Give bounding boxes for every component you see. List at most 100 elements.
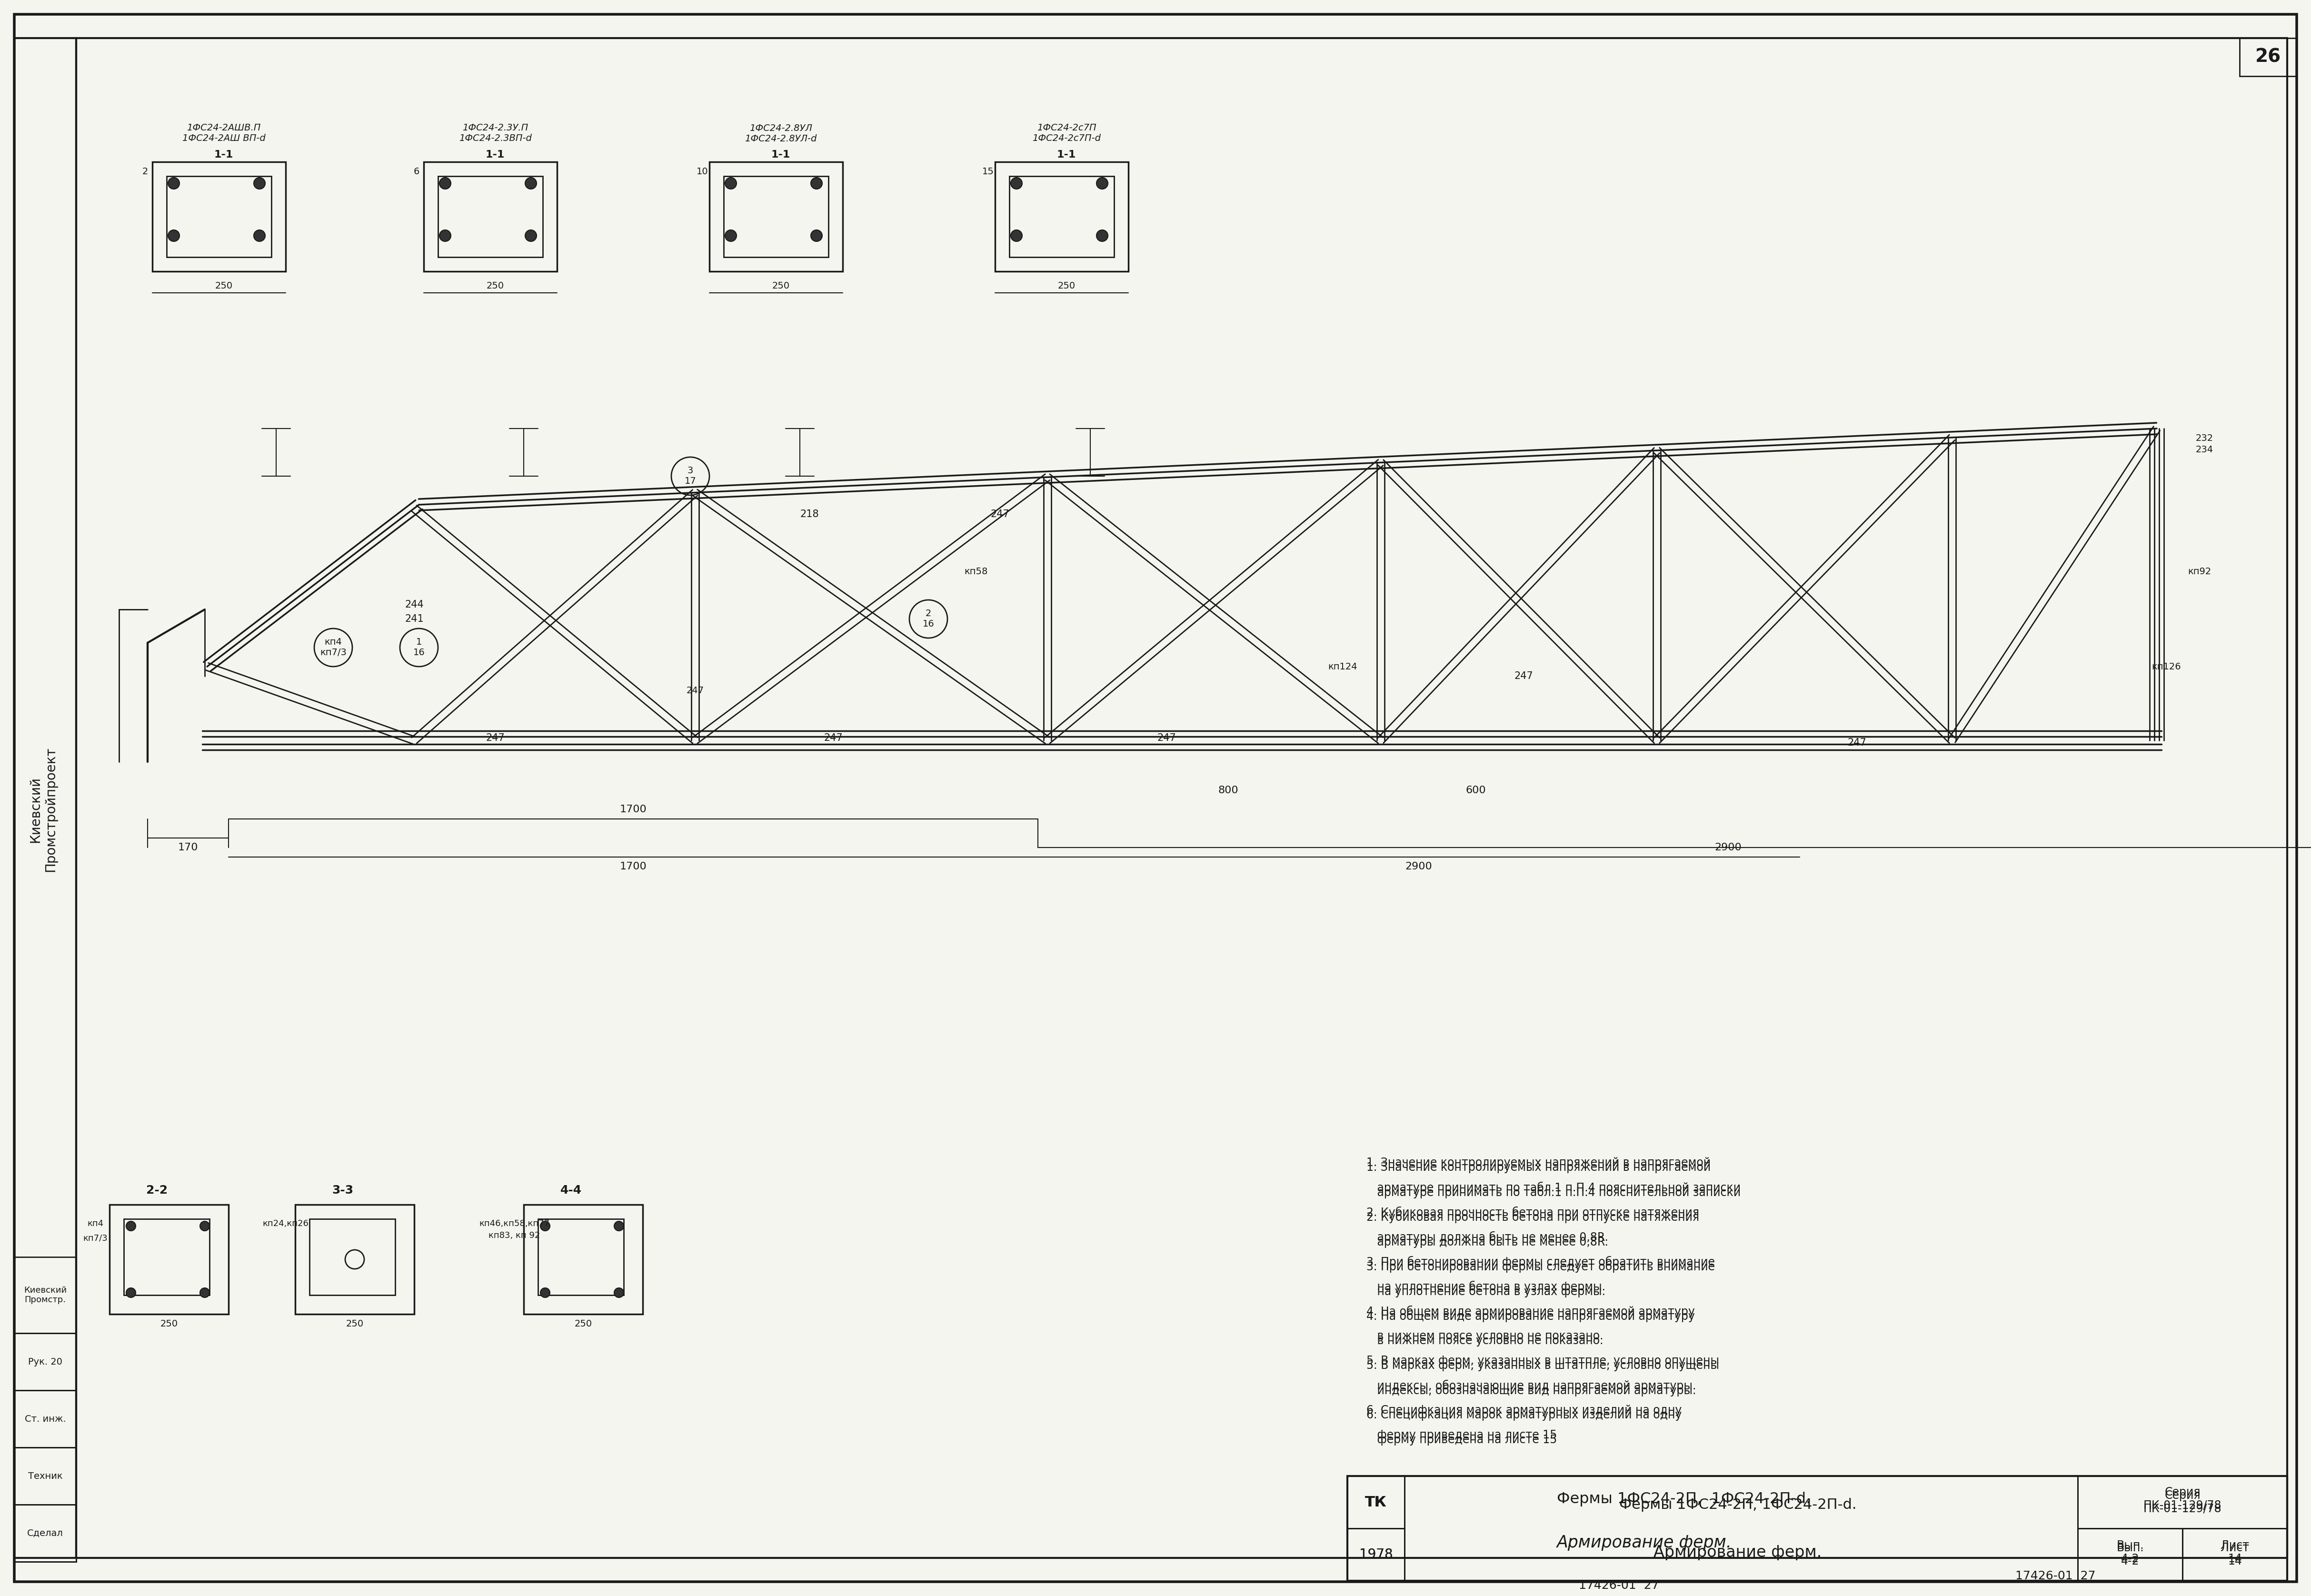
Text: на уплотнение бетона в узлах фермы.: на уплотнение бетона в узлах фермы. xyxy=(1366,1285,1606,1298)
Circle shape xyxy=(254,230,266,241)
Text: Армирование ферм.: Армирование ферм. xyxy=(1655,1545,1821,1559)
Text: 5. В марках ферм, указанных в штатпле, условно опущены: 5. В марках ферм, указанных в штатпле, у… xyxy=(1366,1360,1719,1371)
Text: 2900: 2900 xyxy=(1715,843,1742,852)
Bar xyxy=(14,1505,76,1562)
Text: ТК: ТК xyxy=(1366,1495,1387,1510)
Text: 1978: 1978 xyxy=(1359,1548,1394,1561)
Text: 247: 247 xyxy=(686,686,705,694)
Text: кп124: кп124 xyxy=(1329,662,1357,670)
Text: 1-1: 1-1 xyxy=(1056,150,1077,160)
Text: в нижнем поясе условно не показано.: в нижнем поясе условно не показано. xyxy=(1366,1336,1604,1347)
Text: 1ФС24-2с7П
1ФС24-2с7П-d: 1ФС24-2с7П 1ФС24-2с7П-d xyxy=(1033,123,1100,144)
Bar xyxy=(1347,1476,1405,1580)
Text: кп58: кп58 xyxy=(964,567,987,576)
Text: 2
16: 2 16 xyxy=(922,610,934,629)
Bar xyxy=(14,1390,76,1448)
Text: 250: 250 xyxy=(772,281,790,290)
Text: 4. На общем виде армирование напрягаемой арматуру: 4. На общем виде армирование напрягаемой… xyxy=(1366,1310,1694,1323)
Bar xyxy=(14,1333,76,1390)
Circle shape xyxy=(439,230,451,241)
Text: 800: 800 xyxy=(1218,785,1239,795)
Text: 6. Специфкация марок арматурных изделий на одну: 6. Специфкация марок арматурных изделий … xyxy=(1366,1409,1682,1420)
Text: в нижнем поясе условно не показано.: в нижнем поясе условно не показано. xyxy=(1366,1331,1604,1342)
Bar xyxy=(2078,1476,2288,1529)
Circle shape xyxy=(726,230,737,241)
Circle shape xyxy=(811,230,823,241)
Bar xyxy=(723,176,827,257)
Text: на уплотнение бетона в узлах фермы.: на уплотнение бетона в узлах фермы. xyxy=(1366,1282,1606,1293)
Bar xyxy=(996,161,1128,271)
Bar xyxy=(109,1205,229,1314)
Circle shape xyxy=(541,1288,550,1298)
Bar xyxy=(709,161,844,271)
Text: 170: 170 xyxy=(178,843,199,852)
Circle shape xyxy=(201,1221,210,1231)
Text: Киевский
Промстройпроект: Киевский Промстройпроект xyxy=(28,747,58,871)
Text: 250: 250 xyxy=(347,1320,363,1328)
Text: 17426-01  27: 17426-01 27 xyxy=(2015,1570,2096,1582)
Circle shape xyxy=(1010,177,1021,188)
Text: 250: 250 xyxy=(575,1320,592,1328)
Text: 247: 247 xyxy=(823,733,844,742)
Text: Фермы 1ФС24-2П, 1ФС24-2П-d.: Фермы 1ФС24-2П, 1ФС24-2П-d. xyxy=(1620,1497,1856,1511)
Text: Серия
ПК-01-129/78: Серия ПК-01-129/78 xyxy=(2142,1486,2221,1511)
Text: Ст. инж.: Ст. инж. xyxy=(25,1414,67,1424)
Bar xyxy=(1347,1529,1405,1580)
Circle shape xyxy=(615,1288,624,1298)
Text: 250: 250 xyxy=(485,281,504,290)
Text: Техник: Техник xyxy=(28,1472,62,1481)
Bar xyxy=(310,1219,395,1294)
Text: 17426-01  27: 17426-01 27 xyxy=(1578,1580,1659,1591)
Text: 250: 250 xyxy=(1058,281,1075,290)
Text: Лист
14: Лист 14 xyxy=(2221,1540,2249,1564)
Text: 6. Специфкация марок арматурных изделий на одну: 6. Специфкация марок арматурных изделий … xyxy=(1366,1404,1682,1416)
Circle shape xyxy=(541,1221,550,1231)
Text: 3-3: 3-3 xyxy=(333,1184,354,1195)
Bar xyxy=(296,1205,414,1314)
Bar xyxy=(1347,1476,1405,1580)
Text: Сделал: Сделал xyxy=(28,1529,62,1537)
Text: индексы, обозначающие вид напрягаемой арматуры.: индексы, обозначающие вид напрягаемой ар… xyxy=(1366,1385,1696,1396)
Circle shape xyxy=(1010,230,1021,241)
Text: кп83, кп 92: кп83, кп 92 xyxy=(488,1231,541,1240)
Text: кп24,кп26: кп24,кп26 xyxy=(263,1219,310,1227)
Text: Фермы 1ФС24-2П,  1ФС24-2П-d.: Фермы 1ФС24-2П, 1ФС24-2П-d. xyxy=(1558,1492,1812,1507)
Text: 247: 247 xyxy=(485,733,504,742)
Text: 2. Кубиковая прочность бетона при отпуске натяжения: 2. Кубиковая прочность бетона при отпуск… xyxy=(1366,1207,1699,1218)
Text: 4. На общем виде армирование напрягаемой арматуру: 4. На общем виде армирование напрягаемой… xyxy=(1366,1306,1694,1318)
Text: Вып.
4-2: Вып. 4-2 xyxy=(2117,1542,2145,1567)
Text: арматуры должна быть не менее 0,8R.: арматуры должна быть не менее 0,8R. xyxy=(1366,1235,1608,1248)
Circle shape xyxy=(254,177,266,188)
Bar xyxy=(439,176,543,257)
Text: 3. При бетонировании фермы следует обратить внимание: 3. При бетонировании фермы следует обрат… xyxy=(1366,1256,1715,1267)
Bar xyxy=(1347,1476,1405,1529)
Text: Серия
ПК-01-129/78: Серия ПК-01-129/78 xyxy=(2142,1491,2221,1515)
Bar xyxy=(14,1258,76,1333)
Text: кп4
кп7/3: кп4 кп7/3 xyxy=(319,638,347,658)
Text: 1700: 1700 xyxy=(619,862,647,871)
Text: Рук. 20: Рук. 20 xyxy=(28,1357,62,1366)
Text: кп7/3: кп7/3 xyxy=(83,1234,109,1242)
Text: 1. Значение контролируемых напряжений в напрягаемой: 1. Значение контролируемых напряжений в … xyxy=(1366,1162,1710,1173)
Text: 2900: 2900 xyxy=(1405,862,1433,871)
Circle shape xyxy=(439,177,451,188)
Bar xyxy=(2182,1529,2288,1580)
Text: 26: 26 xyxy=(2256,48,2281,65)
Bar xyxy=(538,1219,624,1294)
Circle shape xyxy=(1095,230,1107,241)
Text: 1ФС24-2.3У.П
1ФС24-2.3ВП-d: 1ФС24-2.3У.П 1ФС24-2.3ВП-d xyxy=(460,123,532,144)
Text: 10: 10 xyxy=(696,168,707,176)
Text: 1-1: 1-1 xyxy=(772,150,790,160)
Circle shape xyxy=(525,230,536,241)
Text: 15: 15 xyxy=(982,168,994,176)
Bar xyxy=(153,161,287,271)
Bar xyxy=(1347,1476,2288,1580)
Bar xyxy=(2078,1476,2288,1529)
Text: 247: 247 xyxy=(1846,737,1867,747)
Text: 247: 247 xyxy=(1158,733,1176,742)
Text: 234: 234 xyxy=(2195,445,2214,455)
Text: кп92: кп92 xyxy=(2189,567,2212,576)
Circle shape xyxy=(1095,177,1107,188)
Text: кп4: кп4 xyxy=(88,1219,104,1227)
Text: 1ФС24-2АШВ.П
1ФС24-2АШ ВП-d: 1ФС24-2АШВ.П 1ФС24-2АШ ВП-d xyxy=(183,123,266,144)
